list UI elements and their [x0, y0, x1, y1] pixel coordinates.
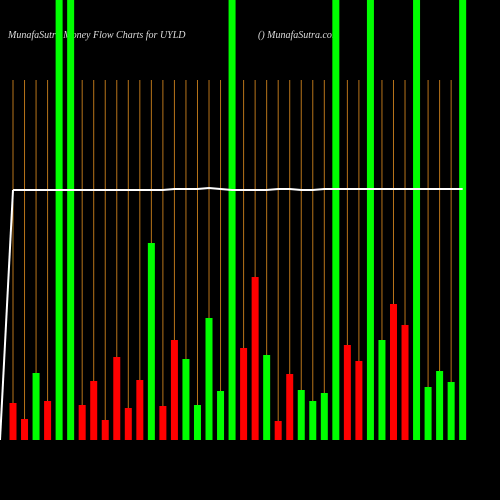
bar [332, 0, 340, 440]
bar [297, 390, 305, 440]
bar [217, 391, 225, 440]
bar [389, 304, 397, 440]
bar [286, 374, 294, 440]
bar [309, 401, 317, 440]
bar [436, 371, 444, 440]
bar [113, 357, 121, 440]
bar [366, 0, 374, 440]
bar [228, 0, 236, 440]
bar [459, 0, 467, 440]
chart-title: MunafaSutra Money Flow Charts for UYLD [7, 30, 186, 41]
bar [320, 393, 328, 440]
bar [424, 387, 432, 440]
bar [193, 405, 201, 440]
bar [136, 380, 144, 440]
chart-subtitle: () MunafaSutra.com [258, 30, 339, 41]
bar [251, 277, 259, 440]
line-lead [0, 189, 14, 441]
line [13, 186, 463, 191]
bar [32, 373, 40, 440]
bar [240, 348, 248, 440]
bar [401, 325, 409, 440]
bar [67, 0, 75, 440]
bar [124, 408, 132, 440]
bar [355, 361, 363, 440]
bar [447, 382, 455, 440]
bar [378, 340, 386, 440]
bar [101, 420, 109, 440]
bar [55, 0, 63, 440]
bar [343, 345, 351, 440]
bar [44, 401, 52, 440]
bar [413, 0, 421, 440]
bar [263, 355, 271, 440]
bar [159, 406, 167, 440]
bar [9, 403, 17, 440]
bar [78, 405, 86, 440]
bar [274, 421, 282, 440]
bar [182, 359, 190, 440]
bar [170, 340, 178, 440]
bar [205, 318, 213, 440]
bar [147, 243, 155, 440]
bar [21, 419, 29, 440]
bar [90, 381, 98, 440]
